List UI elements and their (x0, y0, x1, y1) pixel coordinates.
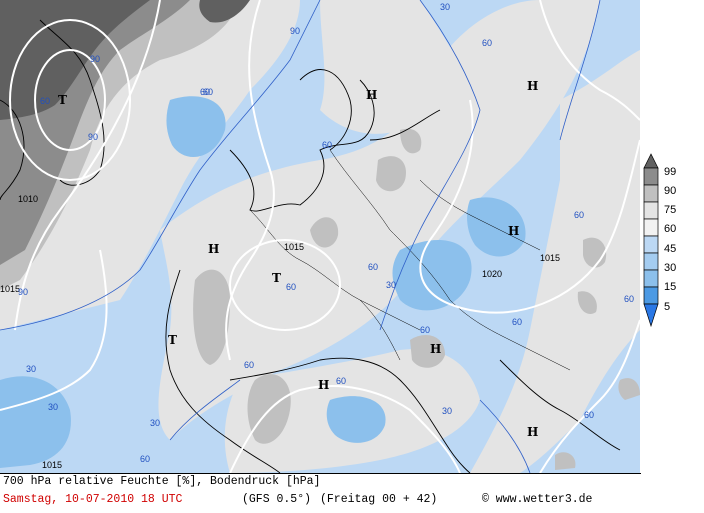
humidity-field-dry-patch (166, 96, 226, 157)
humidity-label: 60 (40, 96, 50, 106)
humidity-label: 30 (48, 402, 58, 412)
legend-swatch (643, 201, 659, 220)
humidity-label: 90 (88, 132, 98, 142)
legend-bar (643, 153, 659, 328)
isobar-label: 1015 (284, 242, 304, 252)
pressure-centers: T H H H H T T H H H (58, 79, 538, 439)
pressure-center-marker: H (430, 342, 441, 356)
legend-label: 45 (664, 243, 677, 255)
humidity-label: 90 (18, 287, 28, 297)
caption-copyright: © www.wetter3.de (482, 493, 593, 506)
humidity-label: 30 (386, 280, 396, 290)
humidity-label: 60 (244, 360, 254, 370)
humidity-field-saturated-core (199, 0, 250, 23)
humidity-field-north-band (320, 0, 470, 134)
caption-title: 700 hPa relative Feuchte [%], Bodendruck… (3, 475, 321, 488)
humidity-field-moist-patch (555, 452, 576, 470)
legend-swatch (643, 218, 659, 237)
humidity-field-dry-patch (326, 396, 386, 443)
legend-bottom-arrow (643, 303, 659, 328)
humidity-label: 60 (624, 294, 634, 304)
humidity-labels: 90 90 90 60 60 60 60 60 60 60 30 30 30 3… (18, 2, 634, 464)
legend-label: 75 (664, 204, 677, 216)
legend-label: 30 (664, 262, 677, 274)
legend-swatch (643, 235, 659, 254)
humidity-label: 60 (140, 454, 150, 464)
pressure-center-marker: T (272, 271, 281, 285)
humidity-field-central-band (158, 0, 600, 440)
pressure-center-marker: H (508, 224, 519, 238)
caption-run: (Freitag 00 + 42) (320, 493, 438, 506)
humidity-label: 60 (482, 38, 492, 48)
caption-valid-date: Samstag, 10-07-2010 18 UTC (3, 493, 183, 506)
isobar-label: 1015 (42, 460, 62, 470)
humidity-label: 60 (203, 87, 213, 97)
pressure-center-marker: T (168, 333, 177, 347)
humidity-field-dry-patch (0, 376, 71, 468)
isobars (0, 0, 640, 473)
humidity-label: 30 (150, 418, 160, 428)
color-scale-legend (640, 0, 704, 473)
humidity-label: 60 (420, 325, 430, 335)
humidity-field-dry-patch (467, 197, 526, 257)
humidity-label: 60 (200, 87, 210, 97)
legend-label: 90 (664, 185, 677, 197)
humidity-label: 30 (440, 2, 450, 12)
isobar-labels: 1010 1015 1015 1020 1015 1015 (0, 194, 560, 470)
legend-swatch (643, 286, 659, 305)
humidity-label: 90 (90, 54, 100, 64)
coastlines (0, 19, 621, 473)
legend-label: 60 (664, 223, 677, 235)
humidity-label: 30 (26, 364, 36, 374)
humidity-field-east-band (470, 50, 640, 473)
legend-swatch (643, 184, 659, 203)
humidity-label: 60 (574, 210, 584, 220)
humidity-field-moist-patch (193, 269, 230, 365)
map-caption: 700 hPa relative Feuchte [%], Bodendruck… (0, 474, 704, 513)
pressure-center-marker: T (58, 93, 67, 107)
humidity-field-moist-patch (410, 335, 445, 368)
pressure-center-marker: H (527, 425, 538, 439)
isobar-label: 1015 (0, 284, 20, 294)
country-borders (249, 149, 571, 371)
isobar-label: 1020 (482, 269, 502, 279)
humidity-label: 60 (368, 262, 378, 272)
weather-map: T H H H H T T H H H 1010 1015 1015 1020 … (0, 0, 641, 474)
humidity-label: 60 (286, 282, 296, 292)
legend-swatch (643, 252, 659, 271)
isobar-label: 1010 (18, 194, 38, 204)
humidity-field-saturated-core (0, 0, 150, 120)
legend-swatch (643, 269, 659, 288)
humidity-contours (0, 0, 601, 473)
humidity-field-moist-patch (618, 378, 640, 400)
map-canvas: T H H H H T T H H H 1010 1015 1015 1020 … (0, 0, 640, 473)
pressure-center-marker: H (318, 378, 329, 392)
humidity-label: 60 (512, 317, 522, 327)
humidity-label: 60 (336, 376, 346, 386)
pressure-center-marker: H (208, 242, 219, 256)
humidity-label: 60 (322, 140, 332, 150)
legend-label: 5 (664, 301, 671, 313)
humidity-field-moist-patch (577, 291, 597, 314)
caption-model: (GFS 0.5°) (242, 493, 312, 506)
isobar-label: 1015 (540, 253, 560, 263)
humidity-label: 30 (442, 406, 452, 416)
pressure-center-marker: H (366, 88, 377, 102)
humidity-label: 90 (290, 26, 300, 36)
pressure-center-marker: H (527, 79, 538, 93)
humidity-field-moist-patch (376, 156, 406, 192)
legend-label: 15 (664, 281, 677, 293)
legend-label: 99 (664, 166, 677, 178)
legend-swatch (643, 167, 659, 186)
humidity-field-moist-patch (400, 128, 422, 154)
humidity-field-moist-patch (310, 217, 339, 248)
humidity-label: 60 (584, 410, 594, 420)
legend-top-arrow (643, 153, 659, 169)
